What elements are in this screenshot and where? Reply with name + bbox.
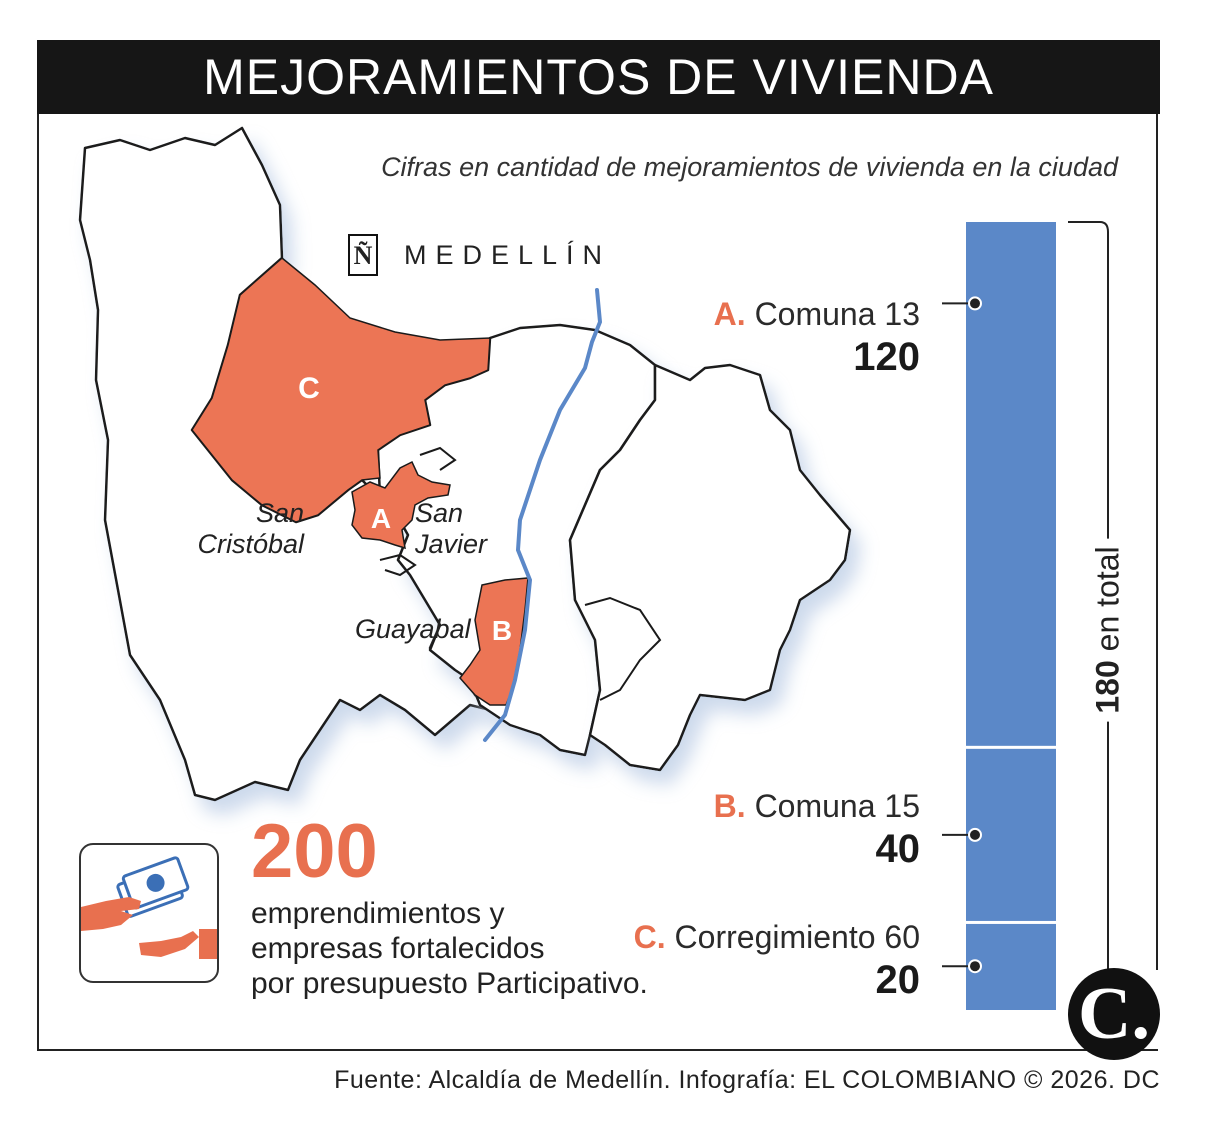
bar-connector-dot <box>968 296 982 311</box>
category-c-name: Corregimiento 60 <box>674 919 920 955</box>
map-label-san-cristobal: San Cristóbal <box>190 498 304 560</box>
zone-c-shape <box>191 257 491 523</box>
highlight-line: emprendimientos y <box>251 897 505 930</box>
category-b: B. Comuna 15 40 <box>714 788 920 872</box>
map-internal-boundary <box>379 553 417 577</box>
map-internal-boundary <box>584 596 662 701</box>
total-text: en total <box>1089 546 1126 652</box>
money-hand-icon-graphic <box>81 856 217 959</box>
category-a: A. Comuna 13 120 <box>714 296 920 380</box>
category-b-value: 40 <box>875 827 921 871</box>
highlight-line: empresas fortalecidos <box>251 932 545 965</box>
category-a-name: Comuna 13 <box>754 296 920 332</box>
map-label-line: San <box>255 498 304 528</box>
river-line <box>483 288 603 742</box>
bar-segment-comuna-13 <box>966 222 1056 748</box>
highlight-number: 200 <box>251 809 378 894</box>
highlight-line: por presupuesto Participativo. <box>251 967 648 1000</box>
frame-right-border <box>1156 40 1158 970</box>
money-hand-icon <box>79 843 219 983</box>
zone-a-label: A <box>371 503 391 534</box>
brand-logo-icon: Ñ <box>348 234 378 276</box>
category-b-name: Comuna 15 <box>754 788 920 824</box>
source-credit: Fuente: Alcaldía de Medellín. Infografía… <box>334 1066 1160 1094</box>
map-internal-boundary <box>419 446 457 471</box>
map-label-line: San <box>415 498 464 528</box>
bar-segment-separator <box>966 920 1056 924</box>
map-label-guayabal: Guayabal <box>355 614 471 644</box>
category-b-label: B. Comuna 15 <box>714 788 920 825</box>
category-c-value: 20 <box>875 958 921 1002</box>
category-a-value: 120 <box>853 335 920 379</box>
zone-a-shape <box>351 460 451 550</box>
category-a-label: A. Comuna 13 <box>714 296 920 333</box>
category-c-label: C. Corregimiento 60 <box>634 919 920 956</box>
highlight-description: emprendimientos y empresas fortalecidos … <box>251 896 721 1001</box>
total-label: 180 en total <box>1089 538 1127 722</box>
bar-segment-separator <box>966 745 1056 749</box>
category-c-letter: C. <box>633 919 666 955</box>
brand-name: MEDELLÍN <box>404 239 612 270</box>
category-c: C. Corregimiento 60 20 <box>634 919 920 1003</box>
el-colombiano-logo: C. <box>1068 968 1160 1060</box>
subtitle: Cifras en cantidad de mejoramientos de v… <box>381 152 1118 182</box>
map-label-line: Javier <box>415 529 488 559</box>
page-title: MEJORAMIENTOS DE VIVIENDA <box>37 40 1160 114</box>
bar-connector-dot <box>968 959 982 974</box>
category-a-letter: A. <box>713 296 746 332</box>
brand: Ñ MEDELLÍN <box>348 232 611 278</box>
total-number: 180 <box>1089 660 1126 714</box>
infographic-frame <box>37 40 1158 1051</box>
map-label-line: Cristóbal <box>197 529 304 559</box>
zone-b-label: B <box>492 615 512 646</box>
map-east-outline <box>568 363 852 772</box>
zone-c-label: C <box>298 372 320 405</box>
zone-b-shape <box>459 577 529 706</box>
bar-connector-dot <box>968 827 982 842</box>
category-b-letter: B. <box>713 788 746 824</box>
map-label-san-javier: San Javier <box>415 498 487 560</box>
